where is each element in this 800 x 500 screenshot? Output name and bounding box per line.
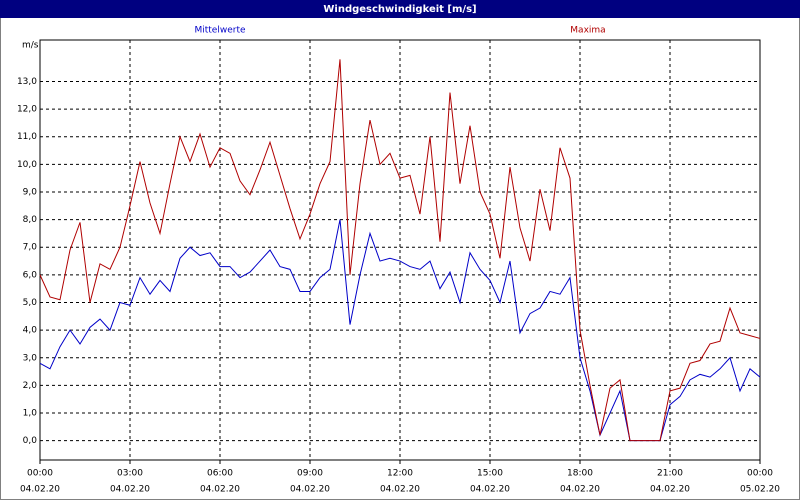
x-tick-date: 04.02.20 (470, 485, 510, 495)
y-tick-label: 7,0 (23, 243, 38, 253)
x-tick-date: 04.02.20 (560, 485, 600, 495)
y-tick-label: 4,0 (23, 326, 38, 336)
x-tick-label: 00:00 (747, 469, 773, 479)
y-tick-label: 2,0 (23, 381, 38, 391)
x-tick-label: 15:00 (477, 469, 503, 479)
x-tick-date: 04.02.20 (290, 485, 330, 495)
series-line (39, 59, 761, 442)
x-tick-label: 03:00 (117, 469, 143, 479)
x-tick-date: 04.02.20 (650, 485, 690, 495)
y-tick-label: 0,0 (23, 436, 38, 446)
x-tick-date: 04.02.20 (20, 485, 60, 495)
y-tick-label: 12,0 (17, 105, 37, 115)
y-tick-label: 6,0 (23, 270, 38, 280)
legend-label: Maxima (570, 26, 605, 36)
y-tick-label: 3,0 (23, 353, 38, 363)
x-tick-date: 05.02.20 (740, 485, 780, 495)
x-tick-label: 09:00 (297, 469, 323, 479)
chart-title: Windgeschwindigkeit [m/s] (323, 4, 476, 15)
x-tick-date: 04.02.20 (110, 485, 150, 495)
y-tick-label: 10,0 (17, 160, 37, 170)
legend-label: Mittelwerte (194, 26, 245, 36)
y-tick-label: 11,0 (17, 132, 37, 142)
x-tick-label: 12:00 (387, 469, 413, 479)
x-tick-label: 06:00 (207, 469, 233, 479)
y-unit-label: m/s (22, 41, 39, 51)
x-tick-label: 21:00 (657, 469, 683, 479)
x-tick-label: 18:00 (567, 469, 593, 479)
title-bar (0, 0, 800, 18)
y-tick-label: 13,0 (17, 77, 37, 87)
x-tick-date: 04.02.20 (200, 485, 240, 495)
y-tick-label: 5,0 (23, 298, 38, 308)
x-tick-date: 04.02.20 (380, 485, 420, 495)
y-tick-label: 8,0 (23, 215, 38, 225)
y-tick-label: 1,0 (23, 409, 38, 419)
x-tick-label: 00:00 (27, 469, 53, 479)
y-tick-label: 9,0 (23, 187, 38, 197)
